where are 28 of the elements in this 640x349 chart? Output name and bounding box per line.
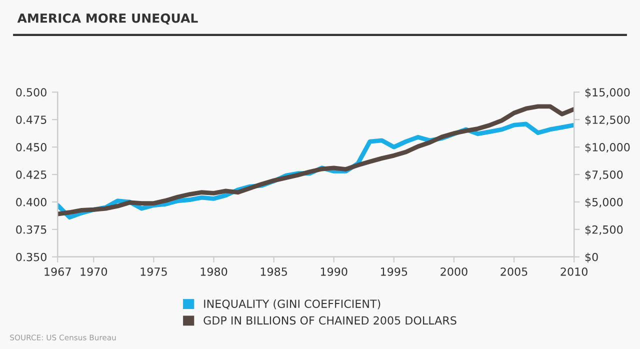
y2-tick-label: $10,000 bbox=[585, 142, 630, 153]
y2-tick-label: $2,500 bbox=[585, 225, 623, 236]
x-tick-label: 2005 bbox=[500, 267, 528, 276]
x-tick-label: 1985 bbox=[260, 267, 287, 276]
line-series bbox=[58, 104, 574, 216]
y2-tick-label: $5,000 bbox=[585, 198, 623, 208]
y-tick-label: 0.450 bbox=[16, 143, 46, 152]
x-tick-label: 1975 bbox=[140, 267, 167, 276]
y-tick-label: 0.400 bbox=[16, 198, 46, 206]
y-tick-label: 0.350 bbox=[16, 252, 46, 262]
x-tick-label: 1980 bbox=[200, 267, 228, 276]
x-tick-label: 2010 bbox=[560, 267, 588, 276]
x-tick-label: 1967 bbox=[44, 267, 71, 276]
y-tick-label: 0.500 bbox=[16, 88, 46, 97]
y2-tick-label: $15,000 bbox=[585, 88, 630, 98]
legend-label: INEQUALITY (GINI COEFFICIENT) bbox=[204, 299, 380, 310]
x-tick-label: 1970 bbox=[80, 267, 108, 276]
x-tick-label: 1990 bbox=[320, 267, 348, 276]
legend-label: GDP IN BILLIONS OF CHAINED 2005 DOLLARS bbox=[204, 316, 456, 325]
y2-tick-label: $7,500 bbox=[585, 170, 623, 180]
y2-tick-label: $12,500 bbox=[585, 115, 630, 126]
x-tick-label: 2000 bbox=[440, 267, 468, 276]
chart-title: AMERICA MORE UNEQUAL bbox=[17, 13, 198, 25]
y-tick-label: 0.375 bbox=[16, 225, 46, 234]
y2-tick-label: $0 bbox=[585, 252, 598, 263]
y-tick-label: 0.425 bbox=[16, 170, 46, 179]
x-tick-label: 1995 bbox=[380, 267, 408, 276]
y-tick-label: 0.475 bbox=[16, 116, 46, 124]
